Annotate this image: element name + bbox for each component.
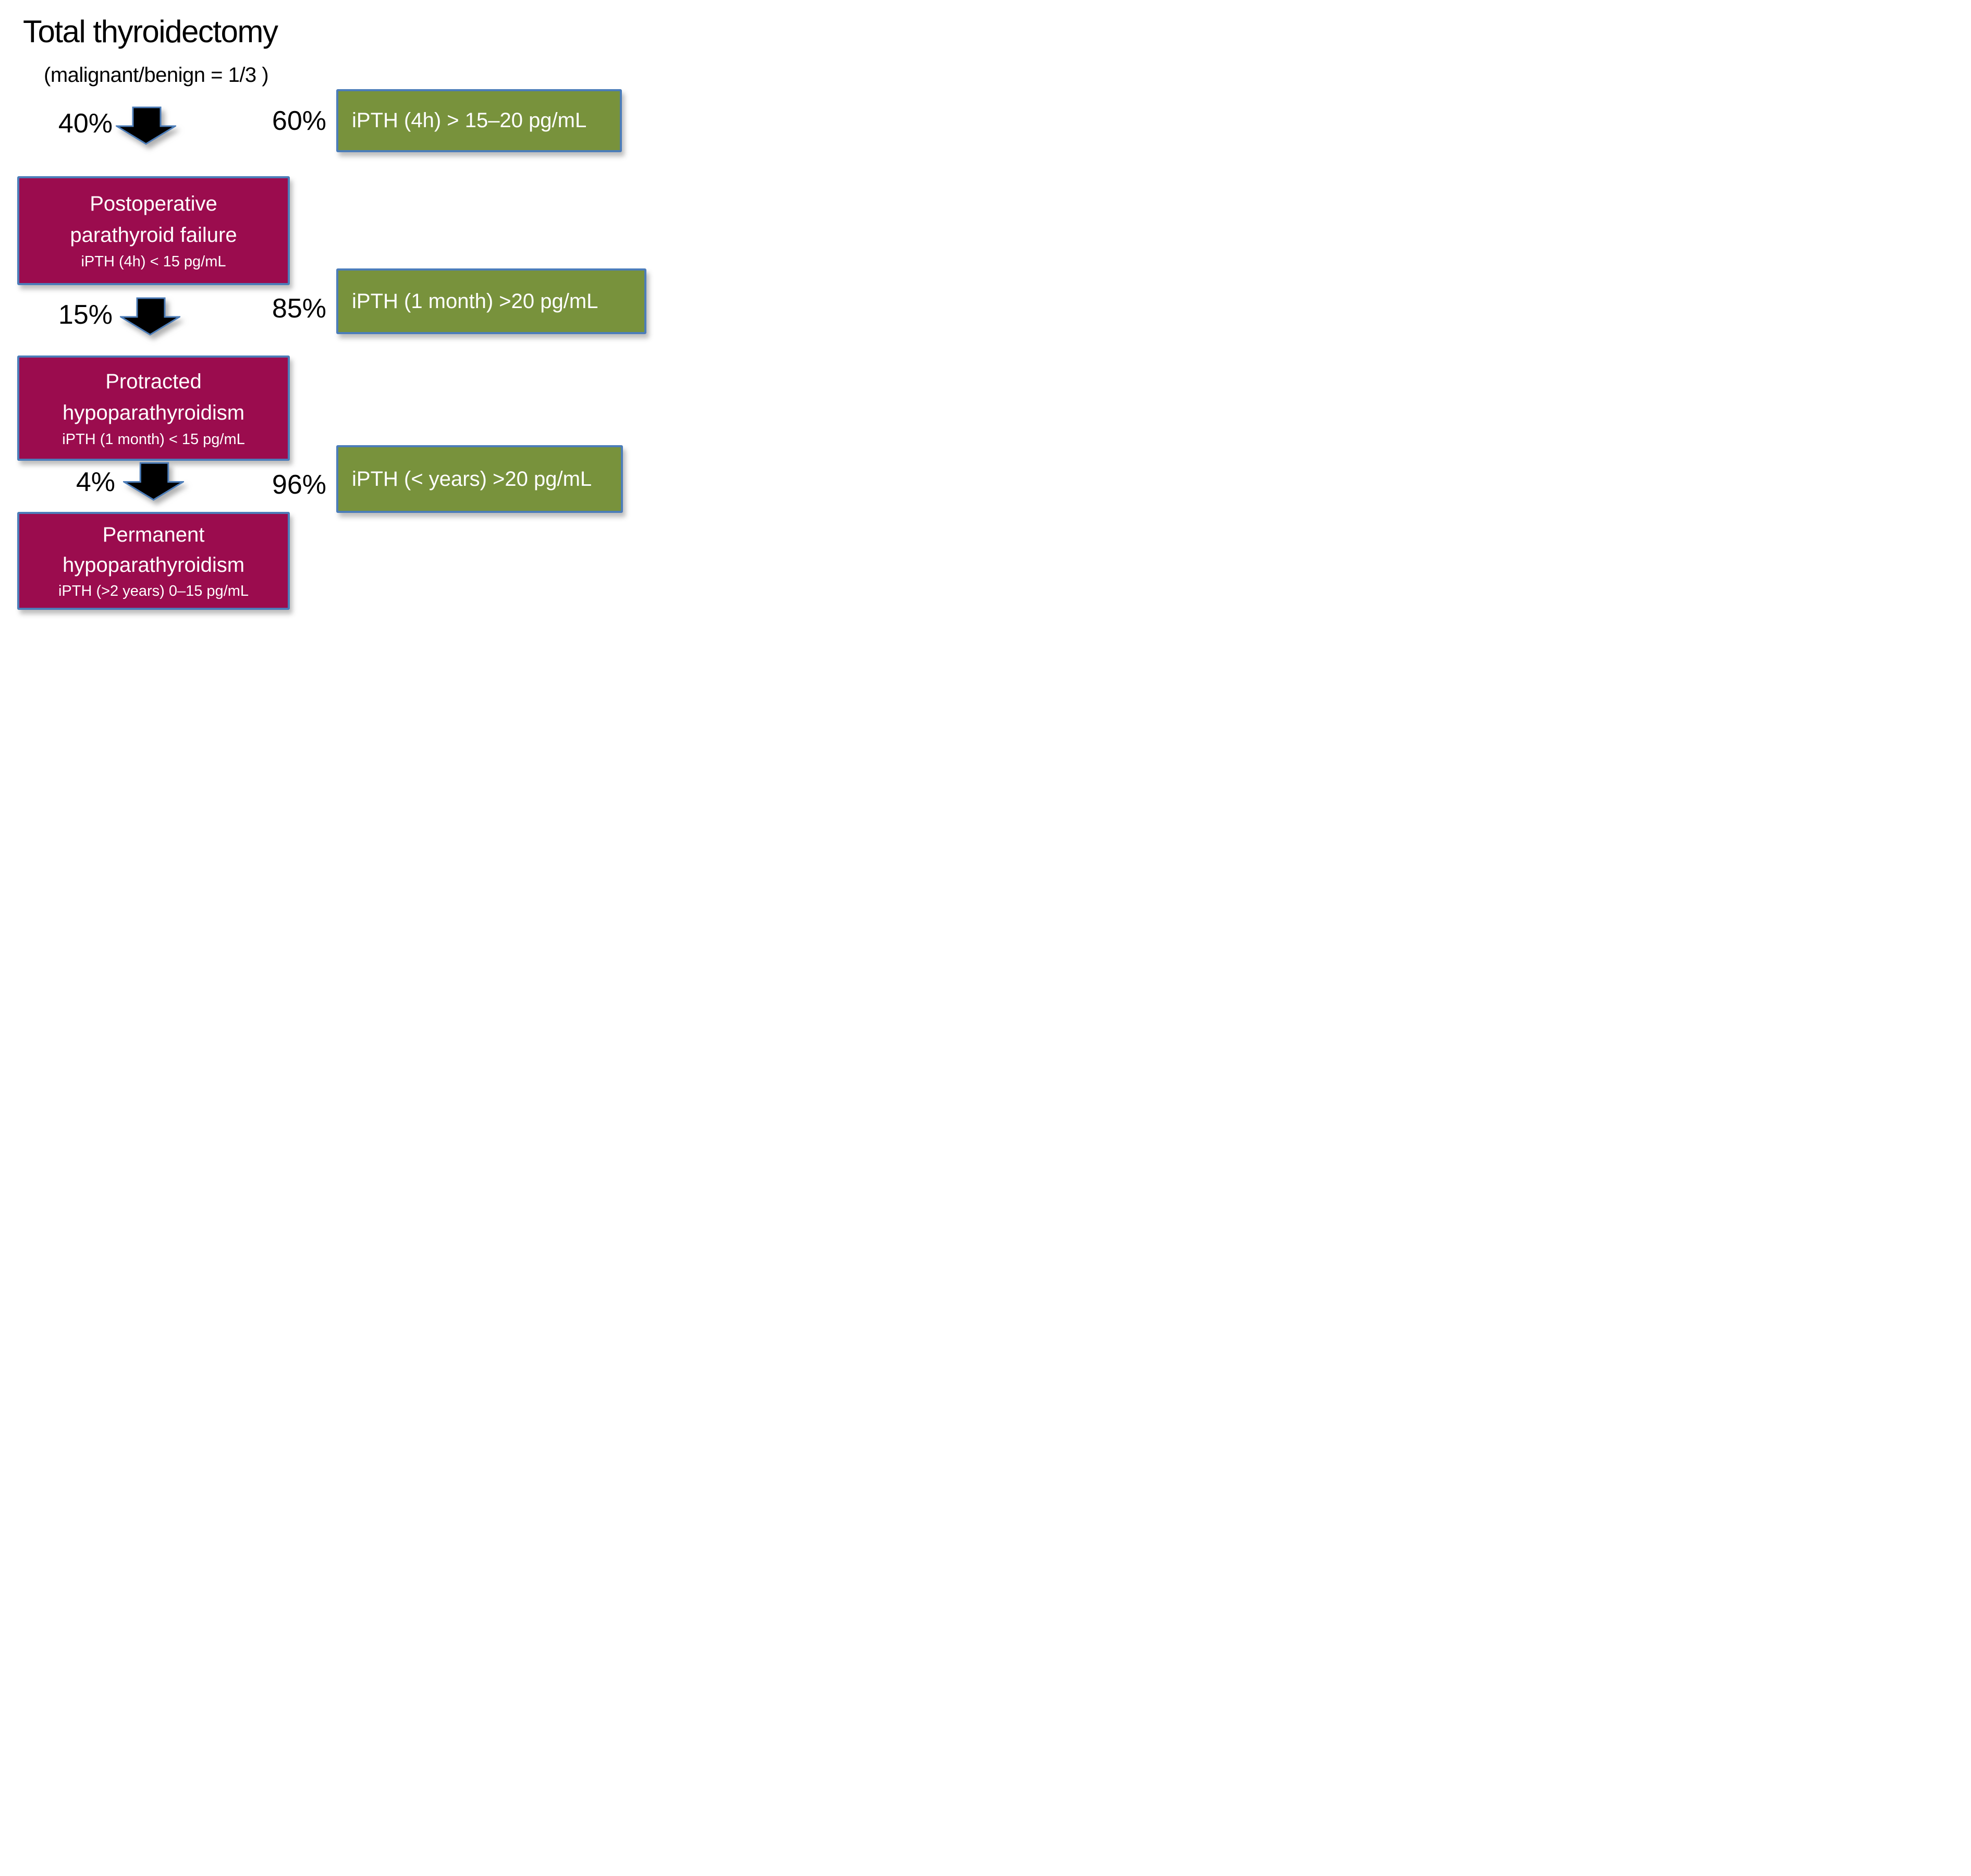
recovery-label-2: iPTH (1 month) >20 pg/mL: [352, 289, 598, 313]
failure-percent-3: 4%: [76, 467, 115, 497]
page-subtitle: (malignant/benign = 1/3 ): [44, 64, 269, 87]
failure-percent-2: 15%: [58, 300, 113, 330]
down-arrow-shape: [120, 297, 180, 336]
failure-box-2-criteria: iPTH (1 month) < 15 pg/mL: [62, 431, 245, 448]
failure-box-3-criteria: iPTH (>2 years) 0–15 pg/mL: [58, 582, 249, 599]
failure-box-2-line1: Protracted: [105, 370, 202, 393]
failure-box-3: Permanent hypoparathyroidism iPTH (>2 ye…: [17, 512, 290, 610]
failure-box-1: Postoperative parathyroid failure iPTH (…: [17, 176, 290, 285]
recovery-percent-1: 60%: [272, 106, 326, 136]
recovery-label-3: iPTH (< years) >20 pg/mL: [352, 467, 592, 491]
failure-box-1-line1: Postoperative: [90, 192, 217, 216]
recovery-box-3: iPTH (< years) >20 pg/mL: [336, 445, 623, 513]
failure-box-3-line2: hypoparathyroidism: [62, 553, 245, 577]
down-arrow-icon-1: [116, 106, 176, 145]
recovery-box-2: iPTH (1 month) >20 pg/mL: [336, 268, 646, 334]
down-arrow-shape: [123, 462, 184, 501]
failure-percent-1: 40%: [58, 108, 113, 139]
failure-box-1-criteria: iPTH (4h) < 15 pg/mL: [81, 253, 226, 271]
recovery-percent-2: 85%: [272, 293, 326, 324]
failure-box-2-line2: hypoparathyroidism: [62, 401, 245, 424]
failure-box-3-line1: Permanent: [102, 523, 205, 546]
page-title: Total thyroidectomy: [23, 14, 278, 49]
recovery-box-1: iPTH (4h) > 15–20 pg/mL: [336, 89, 622, 152]
flowchart-canvas: Total thyroidectomy (malignant/benign = …: [0, 0, 657, 626]
down-arrow-icon-2: [120, 297, 180, 336]
recovery-label-1: iPTH (4h) > 15–20 pg/mL: [352, 109, 587, 132]
failure-box-2: Protracted hypoparathyroidism iPTH (1 mo…: [17, 355, 290, 461]
down-arrow-icon-3: [123, 462, 184, 501]
failure-box-1-line2: parathyroid failure: [70, 224, 237, 247]
recovery-percent-3: 96%: [272, 470, 326, 500]
down-arrow-shape: [116, 106, 176, 145]
